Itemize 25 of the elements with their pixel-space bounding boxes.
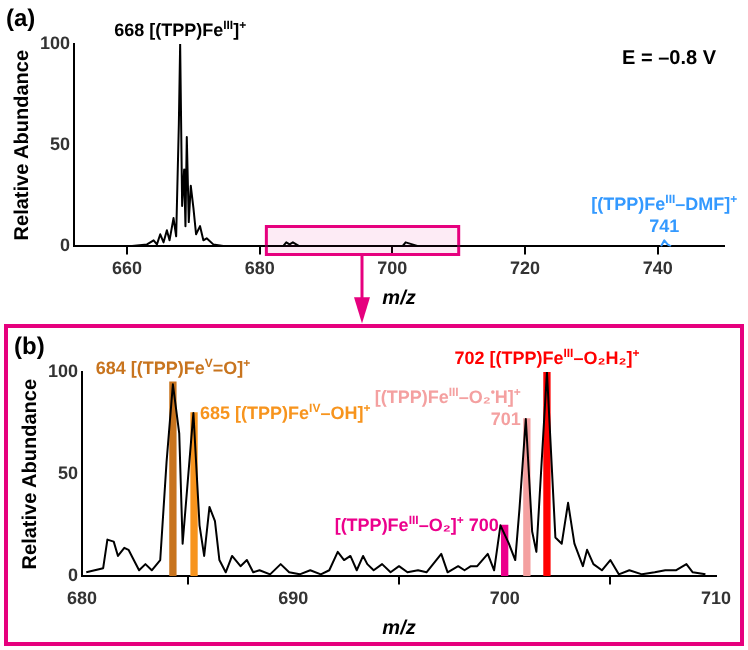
x-tick-label: 700 [377, 258, 408, 279]
y-tick-label: 100 [39, 32, 71, 53]
x-tick-label: 700 [489, 588, 520, 609]
x-axis-title: m/z [382, 617, 416, 640]
y-tick-label: 0 [60, 235, 71, 256]
annotation: 741 [649, 216, 680, 237]
y-tick-label: 50 [58, 463, 79, 484]
y-tick-label: 50 [50, 134, 71, 155]
x-tick-label: 680 [67, 588, 98, 609]
annotation: E = –0.8 V [622, 48, 717, 70]
x-tick-label: 660 [112, 258, 143, 279]
y-axis-title: Relative Abundance [11, 49, 34, 241]
x-tick-label: 690 [278, 588, 309, 609]
bar [169, 381, 177, 577]
x-tick-label: 710 [700, 588, 732, 609]
y-tick-label: 100 [47, 360, 79, 381]
x-tick-label: 720 [510, 258, 541, 279]
x-tick-label: 680 [244, 258, 275, 279]
y-tick-label: 0 [68, 565, 79, 586]
chart-title: (b) [14, 332, 45, 360]
y-axis-title: Relative Abundance [19, 378, 42, 570]
chart-title: (a) [6, 4, 36, 32]
x-tick-label: 740 [642, 258, 673, 279]
x-axis-title: m/z [382, 287, 416, 310]
annotation: 701 [490, 409, 521, 430]
